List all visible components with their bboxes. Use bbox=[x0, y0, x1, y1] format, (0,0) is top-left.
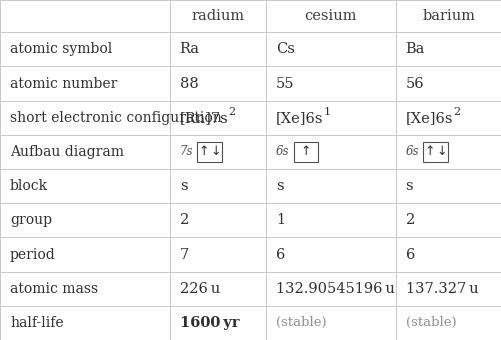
Text: 6s: 6s bbox=[276, 146, 289, 158]
Text: 2: 2 bbox=[228, 107, 235, 117]
Text: short electronic configuration: short electronic configuration bbox=[10, 111, 221, 125]
Text: period: period bbox=[10, 248, 56, 261]
Text: 2: 2 bbox=[405, 213, 414, 227]
Text: radium: radium bbox=[191, 9, 244, 23]
Text: Ba: Ba bbox=[405, 42, 424, 56]
Text: atomic number: atomic number bbox=[10, 76, 117, 90]
Text: Cs: Cs bbox=[276, 42, 295, 56]
Text: [Rn]7s: [Rn]7s bbox=[179, 111, 228, 125]
Text: (stable): (stable) bbox=[276, 317, 326, 329]
Text: s: s bbox=[276, 179, 283, 193]
Text: atomic mass: atomic mass bbox=[10, 282, 98, 296]
Text: barium: barium bbox=[421, 9, 474, 23]
Text: half-life: half-life bbox=[10, 316, 64, 330]
Text: 6: 6 bbox=[405, 248, 414, 261]
Text: ↓: ↓ bbox=[435, 146, 446, 158]
Text: 6: 6 bbox=[276, 248, 285, 261]
Text: atomic symbol: atomic symbol bbox=[10, 42, 112, 56]
Text: 7s: 7s bbox=[179, 146, 193, 158]
Text: cesium: cesium bbox=[304, 9, 356, 23]
Text: 7: 7 bbox=[179, 248, 188, 261]
Text: block: block bbox=[10, 179, 48, 193]
Bar bbox=[197, 142, 221, 162]
Text: s: s bbox=[179, 179, 187, 193]
Text: 6s: 6s bbox=[405, 146, 418, 158]
Text: s: s bbox=[405, 179, 412, 193]
Text: group: group bbox=[10, 213, 52, 227]
Text: 2: 2 bbox=[452, 107, 459, 117]
Text: ↑: ↑ bbox=[423, 146, 433, 158]
Text: ↑: ↑ bbox=[198, 146, 208, 158]
Text: ↓: ↓ bbox=[210, 146, 220, 158]
Text: [Xe]6s: [Xe]6s bbox=[276, 111, 323, 125]
Text: 132.90545196 u: 132.90545196 u bbox=[276, 282, 394, 296]
Text: 88: 88 bbox=[179, 76, 198, 90]
Text: 1: 1 bbox=[323, 107, 330, 117]
Text: 226 u: 226 u bbox=[179, 282, 219, 296]
Text: 1600 yr: 1600 yr bbox=[179, 316, 238, 330]
Text: (stable): (stable) bbox=[405, 317, 455, 329]
Bar bbox=[422, 142, 447, 162]
Text: Ra: Ra bbox=[179, 42, 199, 56]
Text: [Xe]6s: [Xe]6s bbox=[405, 111, 452, 125]
Text: Aufbau diagram: Aufbau diagram bbox=[10, 145, 124, 159]
Bar bbox=[293, 142, 318, 162]
Text: 137.327 u: 137.327 u bbox=[405, 282, 477, 296]
Text: 2: 2 bbox=[179, 213, 188, 227]
Text: 56: 56 bbox=[405, 76, 423, 90]
Text: 55: 55 bbox=[276, 76, 294, 90]
Text: 1: 1 bbox=[276, 213, 285, 227]
Text: ↑: ↑ bbox=[300, 146, 311, 158]
